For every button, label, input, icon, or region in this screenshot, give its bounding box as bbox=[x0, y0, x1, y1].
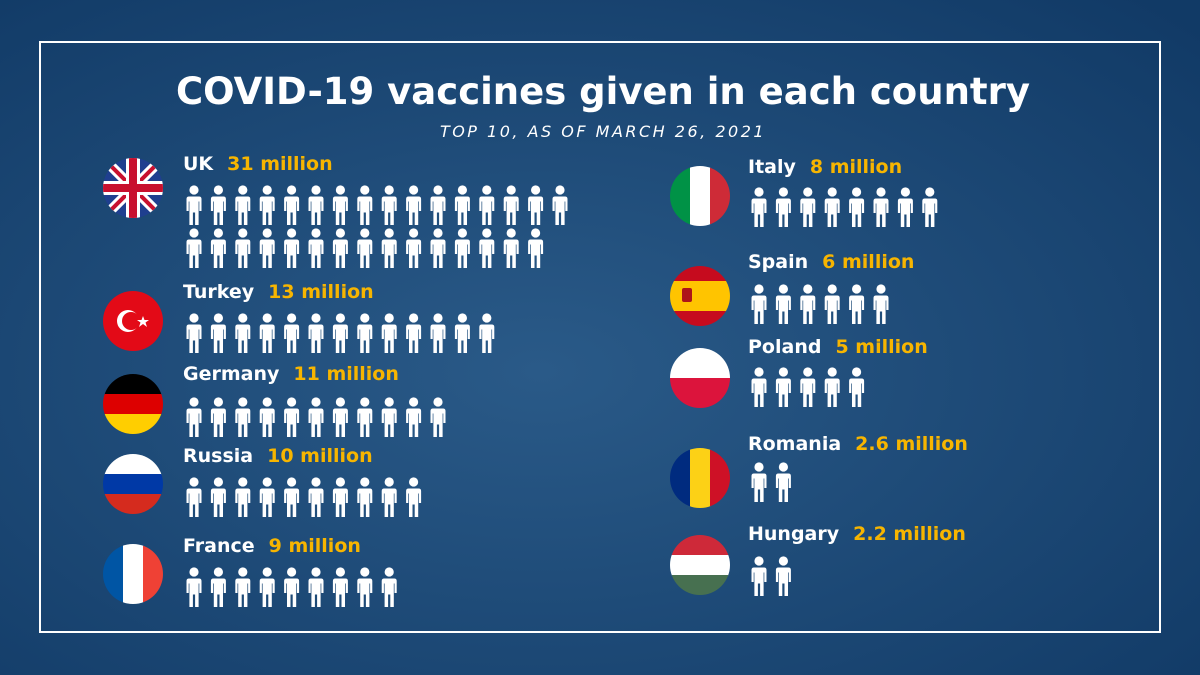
value-label: 2.2 million bbox=[853, 523, 966, 545]
country-row: France 9 million bbox=[103, 535, 397, 607]
country-row: Italy 8 million bbox=[670, 156, 938, 227]
frame bbox=[39, 41, 1161, 633]
flag bbox=[103, 544, 163, 604]
country-name: Spain bbox=[748, 251, 808, 273]
country-row: Poland 5 million bbox=[670, 336, 928, 408]
flag bbox=[103, 158, 163, 218]
country-row: Germany 11 million bbox=[103, 363, 446, 437]
flag-stripe bbox=[670, 535, 730, 556]
flag bbox=[670, 535, 730, 595]
flag bbox=[103, 454, 163, 514]
flag-stripe bbox=[670, 448, 691, 508]
country-name: Russia bbox=[183, 445, 253, 467]
country-row: UK 31 million bbox=[103, 153, 568, 268]
chart-subtitle: TOP 10, AS OF MARCH 26, 2021 bbox=[440, 122, 766, 141]
value-label: 6 million bbox=[822, 251, 914, 273]
flag-stripe bbox=[103, 474, 163, 495]
country-row: Turkey 13 million bbox=[103, 281, 495, 353]
flag-stripe bbox=[690, 448, 711, 508]
country-row: Romania 2.6 million bbox=[670, 433, 968, 508]
value-label: 13 million bbox=[268, 281, 373, 303]
country-row: Hungary 2.2 million bbox=[670, 523, 966, 596]
country-name: Romania bbox=[748, 433, 841, 455]
flag-stripe bbox=[103, 544, 124, 604]
flag-stripe bbox=[710, 166, 730, 226]
flag bbox=[670, 166, 730, 226]
value-label: 8 million bbox=[810, 156, 902, 178]
country-name: UK bbox=[183, 153, 214, 175]
flag-stripe bbox=[103, 494, 163, 514]
value-label: 31 million bbox=[227, 153, 332, 175]
flag bbox=[103, 291, 163, 351]
country-row: Russia 10 million bbox=[103, 445, 422, 517]
flag-stripe bbox=[143, 544, 163, 604]
flag bbox=[103, 374, 163, 434]
flag-stripe bbox=[103, 414, 163, 434]
flag-crescent bbox=[122, 312, 140, 330]
country-name: Germany bbox=[183, 363, 280, 385]
flag-cross bbox=[103, 158, 163, 218]
flag-stripe bbox=[123, 544, 144, 604]
flag bbox=[670, 448, 730, 508]
rows: UK 31 million Turkey 13 million Germany 11 mi… bbox=[103, 153, 968, 607]
country-name: Poland bbox=[748, 336, 821, 358]
flag-stripe bbox=[670, 281, 730, 312]
value-label: 2.6 million bbox=[855, 433, 968, 455]
flag-stripe bbox=[670, 166, 691, 226]
flag-emblem bbox=[682, 288, 692, 302]
value-label: 5 million bbox=[835, 336, 927, 358]
country-name: Turkey bbox=[183, 281, 255, 303]
flag-stripe bbox=[103, 394, 163, 415]
value-label: 9 million bbox=[269, 535, 361, 557]
country-name: Hungary bbox=[748, 523, 840, 545]
flag-star bbox=[137, 316, 149, 327]
flag-stripe bbox=[670, 555, 730, 576]
flag-stripe bbox=[103, 454, 163, 475]
flag-stripe bbox=[670, 575, 730, 595]
flag-stripe bbox=[690, 166, 711, 226]
value-label: 10 million bbox=[267, 445, 372, 467]
flag-stripe bbox=[103, 374, 163, 395]
flag-stripe bbox=[710, 448, 730, 508]
country-name: France bbox=[183, 535, 255, 557]
country-name: Italy bbox=[748, 156, 796, 178]
value-label: 11 million bbox=[293, 363, 398, 385]
chart-title: COVID-19 vaccines given in each country bbox=[176, 70, 1030, 113]
